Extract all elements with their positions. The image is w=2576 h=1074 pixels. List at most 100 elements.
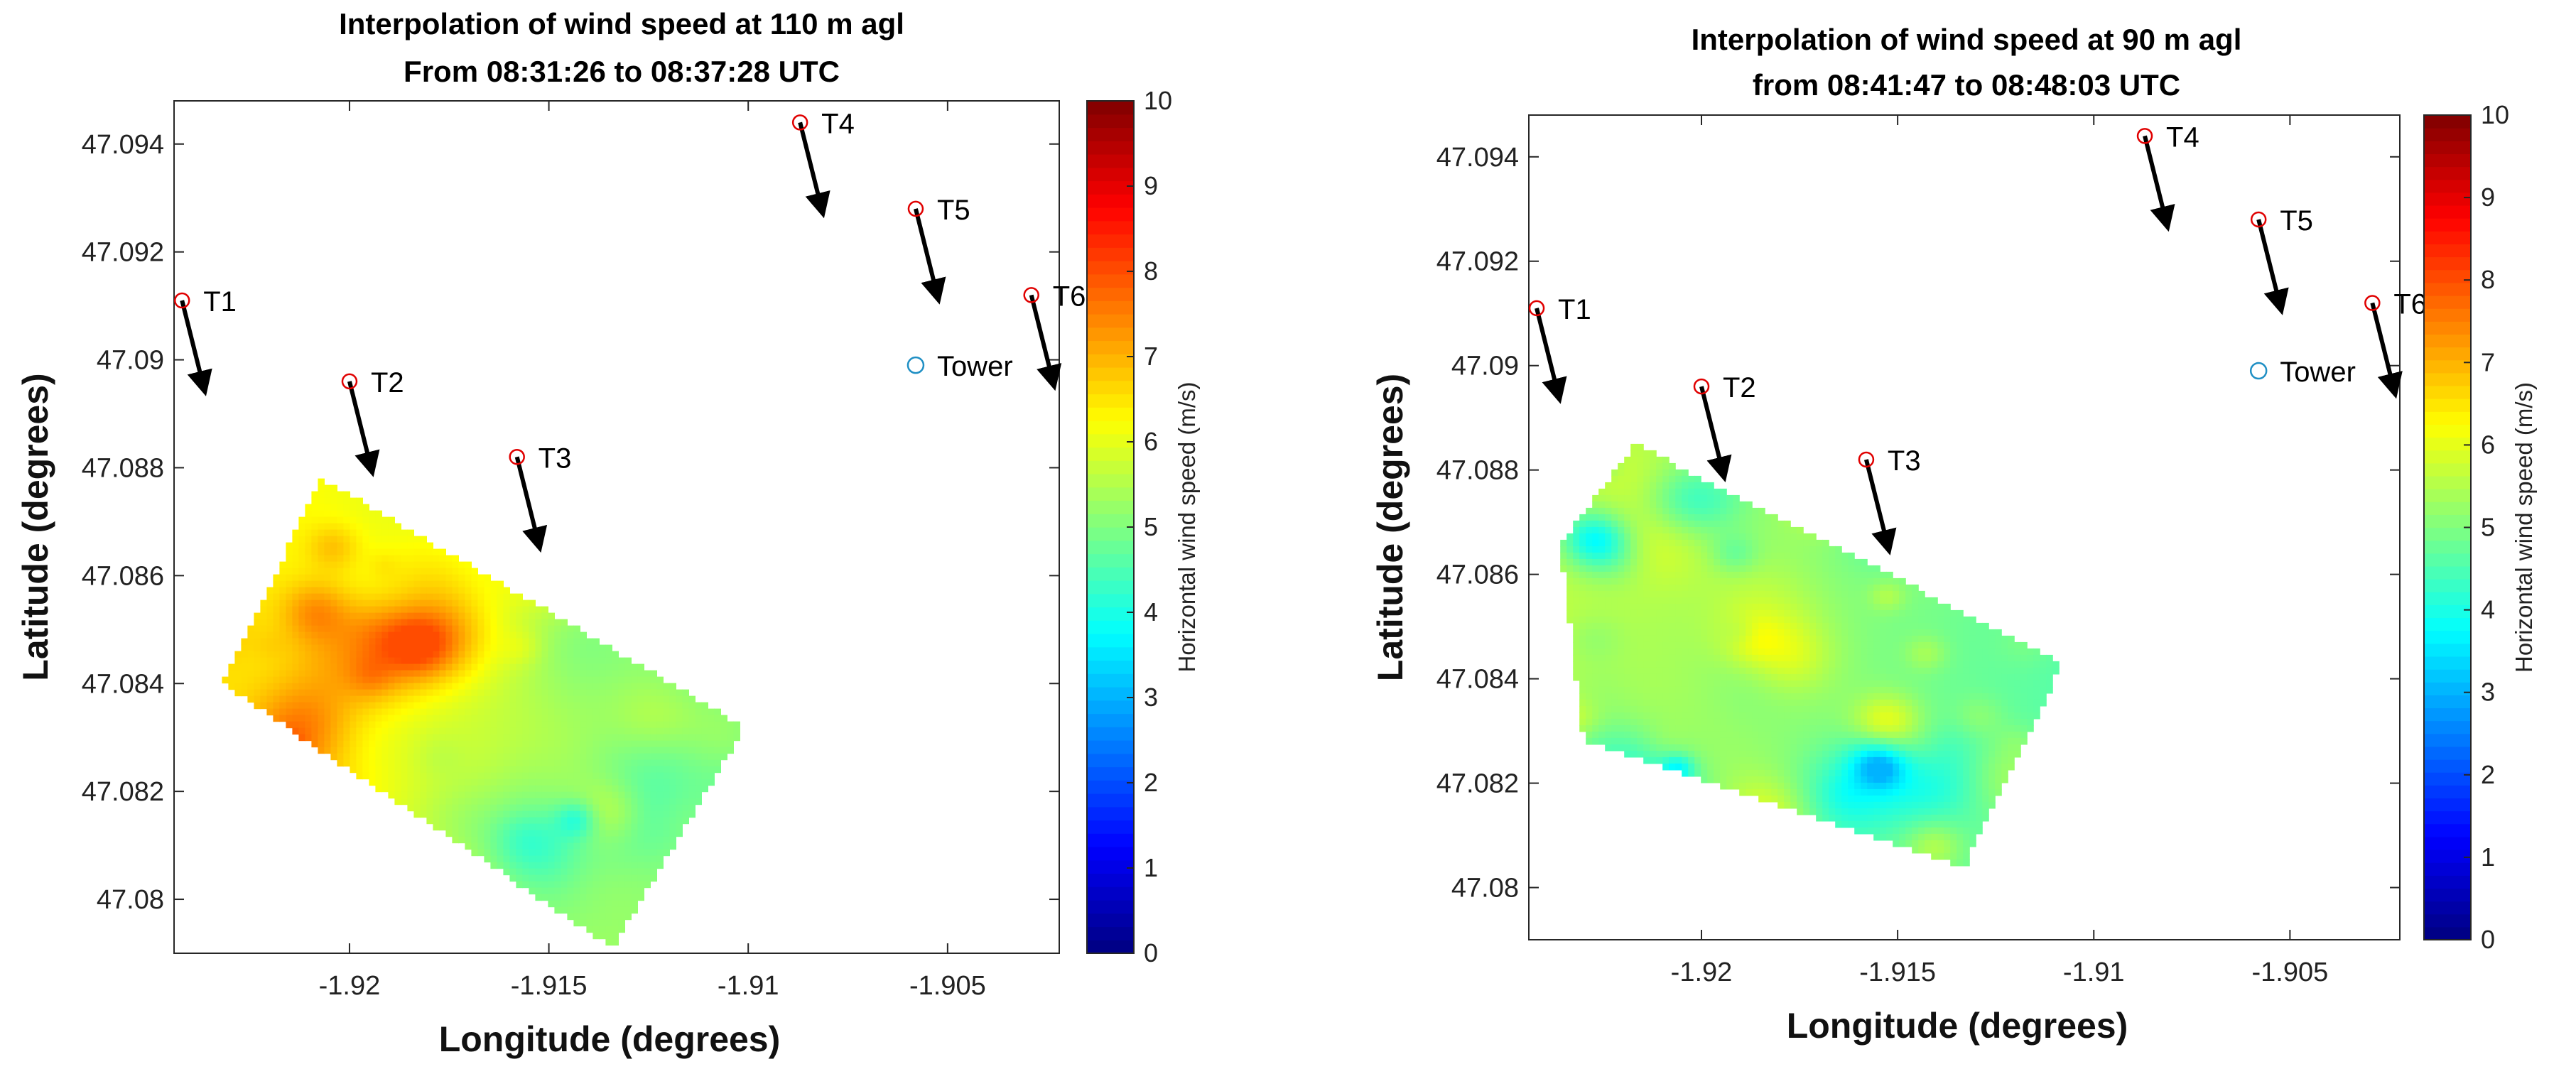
field-cell — [292, 663, 299, 671]
field-cell — [1803, 565, 1810, 573]
field-cell — [720, 734, 727, 742]
field-cell — [522, 606, 529, 614]
field-cell — [573, 855, 580, 863]
field-cell — [1777, 533, 1785, 541]
field-cell — [292, 708, 299, 716]
field-cell — [561, 734, 568, 742]
field-cell — [490, 702, 497, 710]
field-cell — [1816, 693, 1823, 700]
field-cell — [1765, 546, 1772, 553]
field-cell — [1618, 597, 1625, 604]
field-cell — [599, 874, 606, 882]
field-cell — [516, 708, 523, 716]
field-cell — [1630, 539, 1638, 547]
field-cell — [548, 791, 555, 799]
field-cell — [1803, 546, 1810, 553]
field-cell — [433, 791, 440, 799]
field-cell — [612, 804, 619, 812]
colorbar-band — [1087, 514, 1134, 528]
field-cell — [369, 529, 376, 537]
field-cell — [286, 715, 293, 722]
field-cell — [305, 625, 312, 633]
field-cell — [586, 747, 593, 754]
field-cell — [1714, 616, 1721, 624]
field-cell — [1829, 699, 1836, 707]
field-cell — [631, 721, 638, 729]
field-cell — [1707, 673, 1714, 681]
field-cell — [388, 753, 395, 761]
field-cell — [343, 727, 350, 735]
field-cell — [637, 740, 644, 748]
field-cell — [535, 798, 542, 806]
field-cell — [1662, 571, 1669, 579]
field-cell — [1682, 552, 1689, 560]
field-cell — [311, 631, 318, 639]
field-cell — [362, 510, 369, 518]
field-cell — [413, 798, 421, 806]
field-cell — [1714, 577, 1721, 585]
field-cell — [465, 657, 472, 665]
field-cell — [1848, 693, 1855, 700]
field-cell — [592, 676, 600, 684]
field-cell — [273, 683, 280, 690]
field-cell — [529, 683, 536, 690]
field-cell — [656, 708, 664, 716]
field-cell — [573, 702, 580, 710]
field-cell — [477, 657, 485, 665]
field-cell — [503, 779, 510, 786]
field-cell — [1720, 494, 1727, 502]
field-cell — [1733, 558, 1740, 566]
field-cell — [477, 823, 485, 831]
field-cell — [541, 670, 548, 678]
field-cell — [688, 708, 696, 716]
field-cell — [1937, 635, 1944, 643]
field-cell — [1566, 539, 1574, 547]
field-cell — [330, 529, 337, 537]
field-cell — [452, 657, 459, 665]
field-cell — [1809, 577, 1817, 585]
field-cell — [1688, 533, 1695, 541]
field-cell — [1586, 622, 1593, 630]
field-cell — [1848, 699, 1855, 707]
field-cell — [343, 542, 350, 550]
field-cell — [1982, 622, 1989, 630]
field-cell — [1694, 539, 1701, 547]
field-cell — [279, 593, 286, 601]
field-cell — [1905, 609, 1912, 617]
field-cell — [362, 631, 369, 639]
field-cell — [401, 644, 408, 652]
field-cell — [279, 670, 286, 678]
field-cell — [599, 913, 606, 921]
field-cell — [369, 695, 376, 703]
field-cell — [1746, 501, 1753, 509]
field-cell — [1624, 565, 1631, 573]
field-cell — [1752, 533, 1759, 541]
field-cell — [1829, 565, 1836, 573]
field-cell — [592, 862, 600, 869]
field-cell — [624, 779, 632, 786]
field-cell — [1637, 705, 1644, 713]
field-cell — [324, 504, 331, 511]
field-cell — [279, 683, 286, 690]
field-cell — [1675, 686, 1682, 694]
field-cell — [497, 651, 504, 658]
field-cell — [484, 804, 491, 812]
field-cell — [1803, 648, 1810, 656]
field-cell — [311, 695, 318, 703]
field-cell — [1937, 648, 1944, 656]
field-cell — [471, 580, 478, 588]
field-cell — [452, 695, 459, 703]
field-cell — [522, 804, 529, 812]
field-cell — [439, 561, 446, 569]
field-cell — [1611, 693, 1618, 700]
field-cell — [701, 779, 708, 786]
field-cell — [1675, 680, 1682, 688]
field-cell — [1675, 661, 1682, 668]
field-cell — [350, 516, 357, 524]
field-cell — [573, 919, 580, 927]
field-cell — [663, 753, 670, 761]
field-cell — [682, 753, 689, 761]
field-cell — [573, 708, 580, 716]
field-cell — [356, 593, 363, 601]
field-cell — [516, 727, 523, 735]
